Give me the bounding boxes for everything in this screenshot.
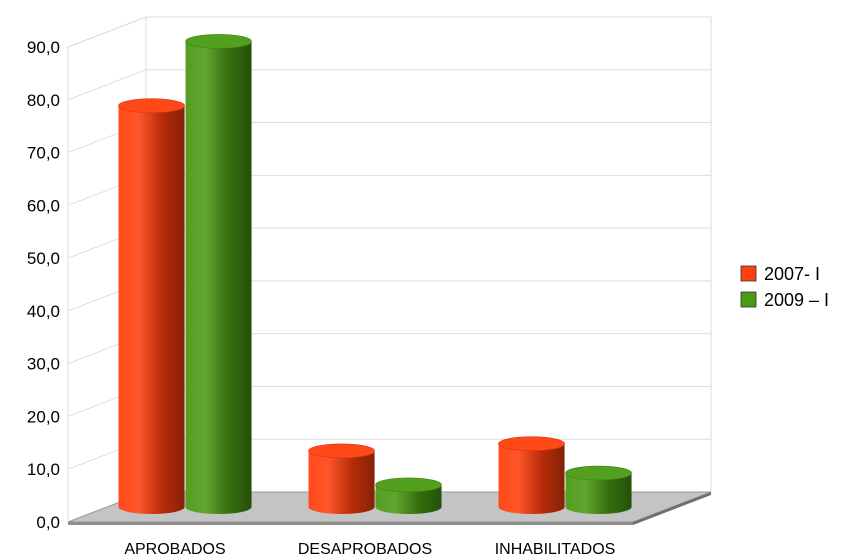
bar — [498, 436, 565, 514]
bar-body — [375, 484, 442, 514]
gridline — [67, 16, 711, 48]
x-category-label: INHABILITADOS — [495, 541, 616, 558]
bar — [118, 98, 185, 514]
bars — [118, 34, 632, 515]
legend-swatch — [740, 291, 757, 308]
y-tick-label: 0,0 — [36, 513, 60, 532]
y-tick-label: 40,0 — [27, 302, 60, 321]
y-tick-label: 20,0 — [27, 407, 60, 426]
bar-body — [185, 41, 252, 515]
bar-body — [118, 105, 185, 514]
floor-side-edge — [633, 492, 711, 525]
bar-top — [498, 436, 565, 452]
gridline — [67, 69, 711, 101]
bar — [185, 34, 252, 515]
y-tick-label: 10,0 — [27, 460, 60, 479]
bar — [308, 443, 375, 514]
y-tick-label: 90,0 — [27, 38, 60, 57]
bar — [565, 465, 632, 514]
bar-top — [565, 465, 632, 481]
bar-top — [118, 98, 185, 114]
legend-item: 2009 – I — [740, 290, 829, 310]
y-tick-label: 30,0 — [27, 355, 60, 374]
y-tick-label: 80,0 — [27, 91, 60, 110]
legend: 2007- I 2009 – I — [740, 264, 829, 310]
y-axis-tick-labels: 0,0 10,0 20,0 30,0 40,0 50,0 60,0 70,0 80,0 90,0 — [27, 38, 60, 532]
floor-front-edge — [68, 522, 633, 525]
bar-body — [498, 443, 565, 514]
y-tick-label: 60,0 — [27, 196, 60, 215]
legend-swatch — [740, 265, 757, 282]
legend-label: 2007- I — [764, 264, 820, 284]
x-axis-category-labels: APROBADOS DESAPROBADOS INHABILITADOS — [124, 541, 615, 558]
bar-body — [308, 450, 375, 514]
x-category-label: APROBADOS — [124, 541, 225, 558]
bar-top — [308, 443, 375, 459]
bar-top — [185, 34, 252, 49]
x-category-label: DESAPROBADOS — [298, 541, 432, 558]
legend-item: 2007- I — [740, 264, 820, 284]
bar-body — [565, 473, 632, 514]
y-tick-label: 50,0 — [27, 249, 60, 268]
bar-top — [375, 477, 442, 493]
bar — [375, 477, 442, 514]
y-tick-label: 70,0 — [27, 144, 60, 163]
legend-label: 2009 – I — [764, 290, 829, 310]
